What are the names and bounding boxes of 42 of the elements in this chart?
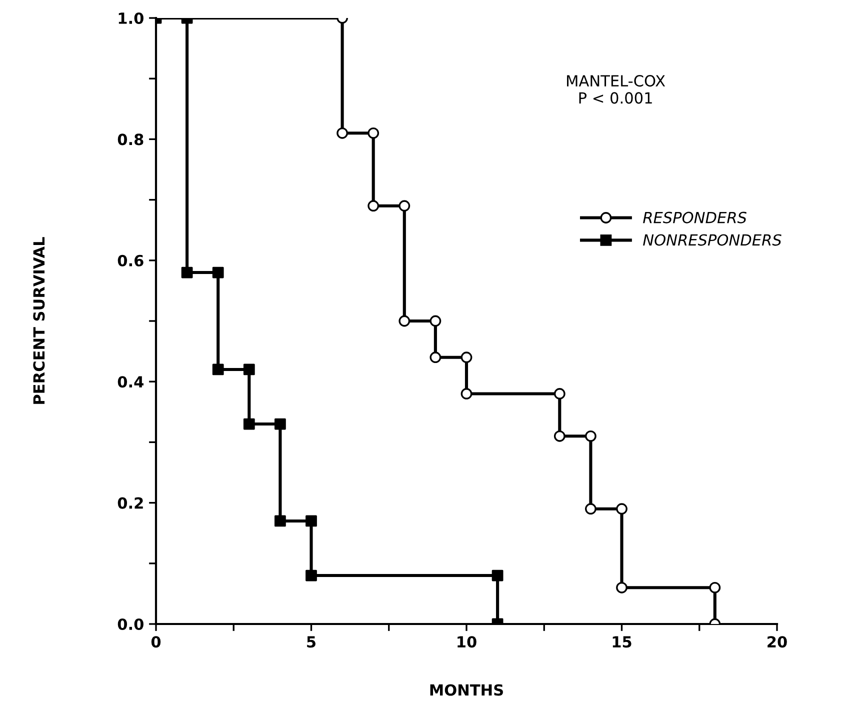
y-tick-label: 0.8 [118,134,144,146]
point [181,266,193,278]
x-tick-label: 10 [458,636,476,648]
point [554,430,566,442]
y-axis-title: PERCENT SURVIVAL [33,237,45,404]
point [585,430,596,442]
y-tick-label: 1.0 [118,12,144,24]
point [492,570,504,582]
legend-label: NONRESPONDERS [643,234,782,246]
y-tick-label: 0.6 [118,254,144,266]
point [274,418,286,430]
point [306,570,317,582]
x-tick-label: 5 [307,636,316,648]
point [398,315,410,327]
x-tick-label: 15 [612,636,632,648]
y-tick-label: 0.0 [118,618,144,630]
point [398,200,410,212]
point [430,315,442,327]
point [430,352,442,364]
point [306,515,317,527]
point [709,582,721,594]
point [368,127,380,139]
legend-label: RESPONDERS [643,212,747,224]
point [554,388,566,400]
point [212,266,224,278]
point [336,127,348,139]
x-tick-label: 20 [768,636,787,648]
point [616,582,628,594]
x-axis-title: MONTHS [430,684,503,696]
point [212,364,224,376]
point [460,388,472,400]
x-tick-label: 0 [151,636,161,648]
point [243,418,255,430]
annotation: MANTEL-COX P < 0.001 [567,75,666,104]
point [243,364,255,376]
point [368,200,380,212]
point [585,503,596,515]
y-tick-label: 0.4 [118,376,144,388]
y-tick-label: 0.2 [118,497,143,509]
point [616,503,628,515]
point [274,515,286,527]
point [460,352,472,364]
